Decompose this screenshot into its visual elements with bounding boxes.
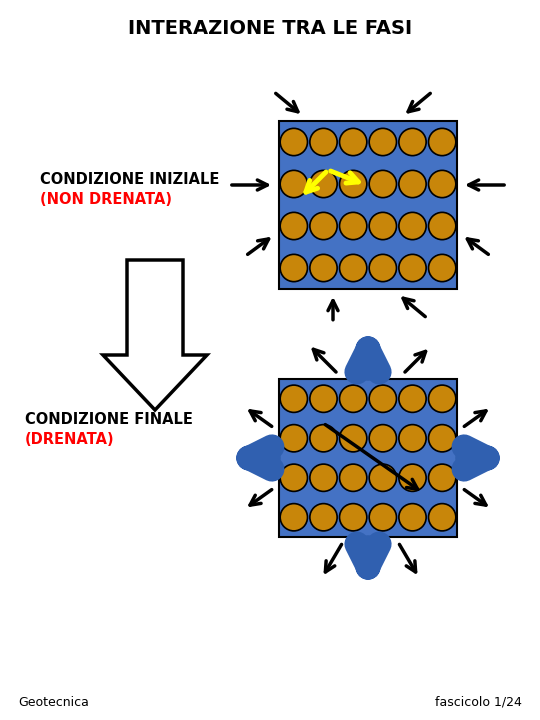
Circle shape bbox=[369, 503, 396, 531]
Text: (DRENATA): (DRENATA) bbox=[25, 433, 114, 448]
Circle shape bbox=[369, 171, 396, 198]
Text: fascicolo 1/24: fascicolo 1/24 bbox=[435, 696, 522, 708]
Bar bbox=[279, 121, 457, 289]
Circle shape bbox=[369, 254, 396, 282]
Bar bbox=[279, 379, 457, 537]
Circle shape bbox=[280, 464, 307, 491]
Circle shape bbox=[369, 385, 396, 413]
Circle shape bbox=[399, 212, 426, 240]
Circle shape bbox=[429, 385, 456, 413]
Circle shape bbox=[429, 503, 456, 531]
Text: INTERAZIONE TRA LE FASI: INTERAZIONE TRA LE FASI bbox=[128, 19, 412, 37]
Circle shape bbox=[310, 425, 337, 452]
Circle shape bbox=[429, 425, 456, 452]
Circle shape bbox=[399, 464, 426, 491]
Circle shape bbox=[429, 212, 456, 240]
Circle shape bbox=[340, 503, 367, 531]
Circle shape bbox=[429, 254, 456, 282]
Circle shape bbox=[340, 212, 367, 240]
Circle shape bbox=[310, 171, 337, 198]
Circle shape bbox=[310, 254, 337, 282]
Circle shape bbox=[280, 128, 307, 156]
Text: (NON DRENATA): (NON DRENATA) bbox=[40, 192, 172, 207]
Text: Geotecnica: Geotecnica bbox=[18, 696, 89, 708]
Circle shape bbox=[340, 425, 367, 452]
Circle shape bbox=[340, 128, 367, 156]
Circle shape bbox=[340, 464, 367, 491]
Text: CONSOLIDAZIONE: CONSOLIDAZIONE bbox=[152, 264, 165, 397]
Circle shape bbox=[399, 503, 426, 531]
Circle shape bbox=[399, 425, 426, 452]
Circle shape bbox=[340, 254, 367, 282]
Circle shape bbox=[280, 503, 307, 531]
Circle shape bbox=[310, 212, 337, 240]
Text: CONDIZIONE INIZIALE: CONDIZIONE INIZIALE bbox=[40, 173, 219, 187]
Circle shape bbox=[399, 171, 426, 198]
Circle shape bbox=[369, 425, 396, 452]
Circle shape bbox=[399, 254, 426, 282]
Circle shape bbox=[310, 464, 337, 491]
Circle shape bbox=[280, 254, 307, 282]
Text: CONDIZIONE FINALE: CONDIZIONE FINALE bbox=[25, 413, 193, 428]
Circle shape bbox=[310, 503, 337, 531]
Circle shape bbox=[280, 212, 307, 240]
Circle shape bbox=[340, 171, 367, 198]
Circle shape bbox=[280, 385, 307, 413]
Circle shape bbox=[369, 464, 396, 491]
Circle shape bbox=[429, 464, 456, 491]
Circle shape bbox=[429, 171, 456, 198]
Circle shape bbox=[280, 171, 307, 198]
Circle shape bbox=[280, 425, 307, 452]
Circle shape bbox=[310, 385, 337, 413]
Circle shape bbox=[310, 128, 337, 156]
Circle shape bbox=[429, 128, 456, 156]
Circle shape bbox=[369, 128, 396, 156]
Circle shape bbox=[399, 385, 426, 413]
Polygon shape bbox=[103, 260, 207, 410]
Circle shape bbox=[369, 212, 396, 240]
Circle shape bbox=[340, 385, 367, 413]
Circle shape bbox=[399, 128, 426, 156]
